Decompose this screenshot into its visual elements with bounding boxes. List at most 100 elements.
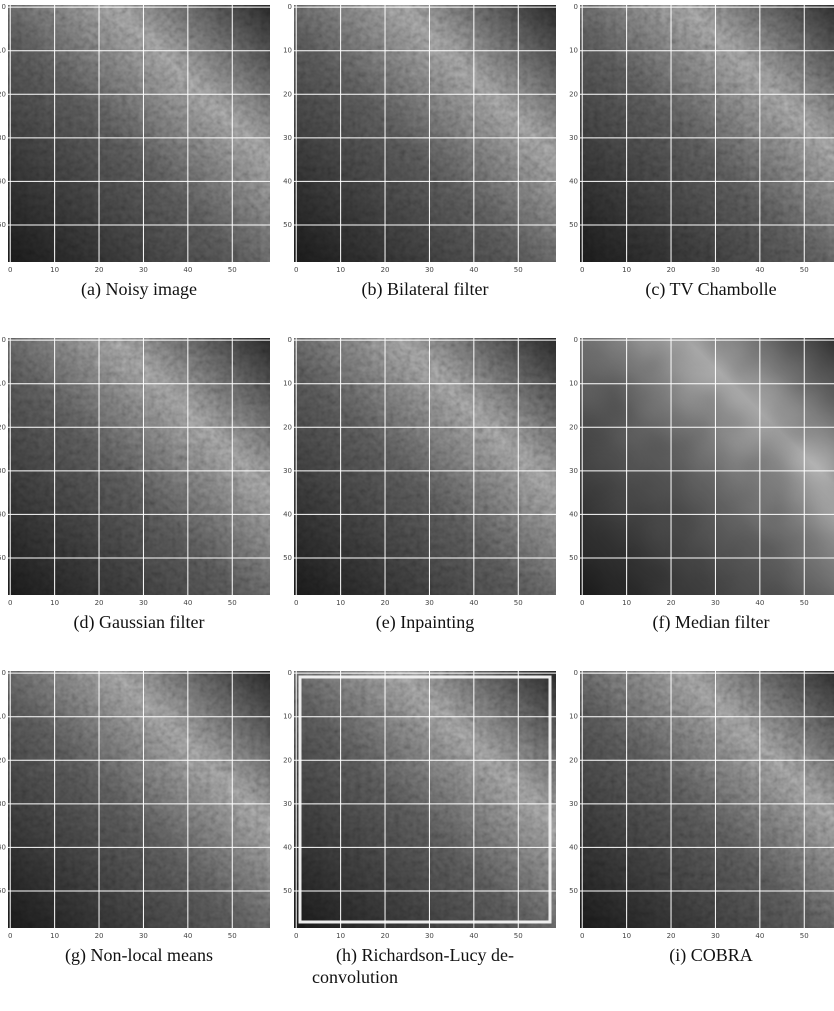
y-tick-label: 0	[2, 669, 6, 677]
y-tick-label: 30	[0, 134, 6, 142]
y-tick-label: 40	[0, 510, 6, 518]
y-tick-label: 50	[569, 221, 578, 229]
y-tick-label: 10	[0, 47, 6, 55]
x-tick-label: 10	[622, 266, 631, 274]
x-tick-label: 50	[514, 266, 523, 274]
y-tick-label: 20	[283, 90, 292, 98]
y-tick-label: 30	[283, 800, 292, 808]
caption: (f) Median filter	[653, 612, 770, 633]
y-tick-label: 50	[569, 554, 578, 562]
y-tick-label: 50	[569, 887, 578, 895]
caption: (e) Inpainting	[376, 612, 474, 633]
x-tick-label: 30	[139, 266, 148, 274]
x-tick-label: 30	[425, 599, 434, 607]
y-tick-label: 50	[0, 554, 6, 562]
y-tick-label: 20	[569, 756, 578, 764]
y-tick-label: 10	[569, 380, 578, 388]
image-texture	[580, 671, 834, 928]
x-tick-label: 50	[228, 266, 237, 274]
x-tick-label: 30	[425, 266, 434, 274]
x-tick-label: 20	[381, 599, 390, 607]
x-tick-label: 40	[755, 266, 764, 274]
y-tick-label: 40	[283, 510, 292, 518]
x-tick-label: 0	[580, 932, 584, 940]
panel: 0 10 20 30 40 50 0 10 20 30 40 50 (f) Median filter	[569, 336, 834, 633]
panel: 0 10 20 30 40 50 0 10 20 30 40 50 (e) Inpainting	[283, 336, 556, 633]
x-tick-label: 0	[294, 932, 298, 940]
x-tick-label: 10	[622, 599, 631, 607]
y-tick-label: 20	[283, 756, 292, 764]
panel: 0 10 20 30 40 50 0 10 20 30 40 50 (g) Non-local mean…	[0, 669, 270, 966]
image-texture	[294, 671, 556, 928]
y-tick-label: 10	[283, 47, 292, 55]
x-tick-label: 50	[800, 599, 809, 607]
caption: (g) Non-local means	[65, 945, 213, 966]
y-tick-label: 30	[569, 800, 578, 808]
y-tick-label: 0	[288, 3, 292, 11]
x-tick-label: 30	[711, 932, 720, 940]
x-tick-label: 40	[755, 932, 764, 940]
x-tick-label: 50	[228, 599, 237, 607]
image-texture	[8, 671, 270, 928]
y-tick-label: 20	[0, 423, 6, 431]
y-tick-label: 20	[0, 756, 6, 764]
y-tick-label: 50	[283, 221, 292, 229]
x-tick-label: 40	[469, 932, 478, 940]
x-tick-label: 40	[469, 599, 478, 607]
y-tick-label: 20	[569, 423, 578, 431]
x-tick-label: 10	[50, 932, 59, 940]
y-tick-label: 30	[0, 800, 6, 808]
image-texture	[580, 5, 834, 262]
y-tick-label: 40	[283, 177, 292, 185]
y-tick-label: 10	[569, 713, 578, 721]
x-tick-label: 10	[50, 266, 59, 274]
panel: 0 10 20 30 40 50 0 10 20 30 40 50 (i) COBRA	[569, 669, 834, 966]
caption: (c) TV Chambolle	[645, 279, 776, 300]
x-tick-label: 30	[139, 599, 148, 607]
y-tick-label: 50	[0, 221, 6, 229]
y-tick-label: 10	[569, 47, 578, 55]
caption: (a) Noisy image	[81, 279, 197, 300]
x-tick-label: 10	[336, 266, 345, 274]
y-tick-label: 0	[574, 3, 578, 11]
x-tick-label: 50	[514, 599, 523, 607]
y-tick-label: 30	[283, 467, 292, 475]
panel: 0 10 20 30 40 50 0 10 20 30 40 50 (b) Bilateral filt…	[283, 3, 556, 300]
x-tick-label: 0	[8, 599, 12, 607]
x-tick-label: 0	[580, 599, 584, 607]
y-tick-label: 50	[283, 887, 292, 895]
image-texture	[294, 338, 556, 595]
y-tick-label: 40	[569, 510, 578, 518]
y-tick-label: 0	[2, 3, 6, 11]
image-texture	[8, 5, 270, 262]
caption: convolution	[312, 967, 398, 987]
image-texture	[294, 5, 556, 262]
panel: 0 10 20 30 40 50 0 10 20 30 40 50 (d) Gaussian filte…	[0, 336, 270, 633]
y-tick-label: 50	[283, 554, 292, 562]
caption: (b) Bilateral filter	[362, 279, 489, 300]
x-tick-label: 0	[8, 266, 12, 274]
y-tick-label: 10	[283, 713, 292, 721]
x-tick-label: 20	[667, 932, 676, 940]
x-tick-label: 0	[580, 266, 584, 274]
y-tick-label: 30	[569, 467, 578, 475]
x-tick-label: 10	[336, 932, 345, 940]
caption: (d) Gaussian filter	[74, 612, 205, 633]
y-tick-label: 40	[0, 177, 6, 185]
image-texture	[8, 338, 270, 595]
y-tick-label: 20	[283, 423, 292, 431]
x-tick-label: 50	[228, 932, 237, 940]
panel: 0 10 20 30 40 50 0 10 20 30 40 50 (c) TV Chambolle	[569, 3, 834, 300]
y-tick-label: 50	[0, 887, 6, 895]
y-tick-label: 10	[0, 713, 6, 721]
x-tick-label: 40	[183, 932, 192, 940]
x-tick-label: 0	[294, 599, 298, 607]
x-tick-label: 20	[95, 932, 104, 940]
y-tick-label: 40	[283, 843, 292, 851]
x-tick-label: 10	[622, 932, 631, 940]
x-tick-label: 0	[294, 266, 298, 274]
y-tick-label: 0	[288, 669, 292, 677]
y-tick-label: 0	[574, 669, 578, 677]
